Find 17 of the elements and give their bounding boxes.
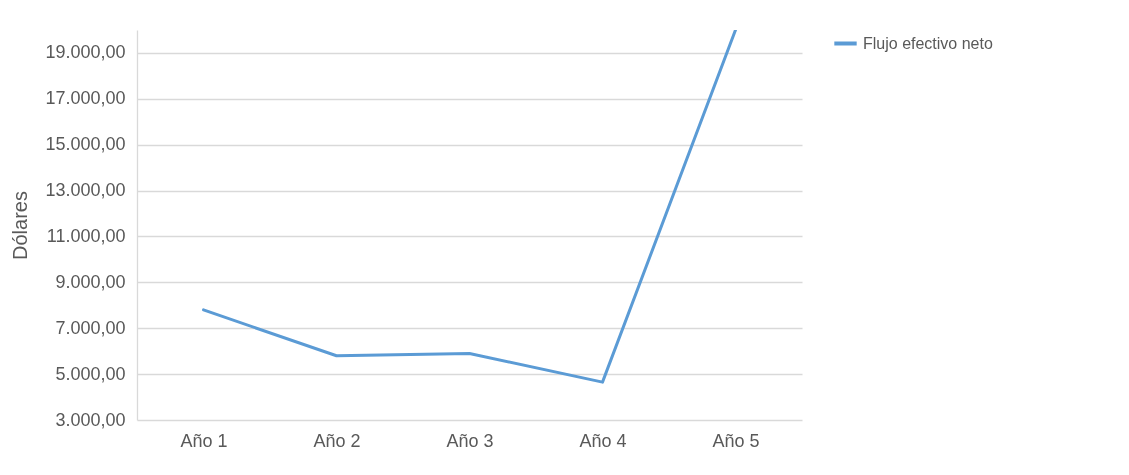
- y-tick-label: 13.000,00: [45, 180, 126, 201]
- y-axis-title: Dólares: [9, 191, 32, 260]
- x-tick-label: Año 3: [446, 430, 494, 451]
- x-tick-label: Año 5: [712, 430, 760, 451]
- y-tick-label: 7.000,00: [55, 317, 126, 338]
- y-tick-label: 3.000,00: [55, 409, 126, 430]
- x-tick-label: Año 2: [313, 430, 361, 451]
- y-tick-label: 19.000,00: [45, 42, 126, 63]
- x-tick-label: Año 1: [180, 430, 228, 451]
- legend-label: Flujo efectivo neto: [863, 34, 993, 52]
- y-tick-label: 11.000,00: [46, 225, 126, 246]
- y-tick-label: 5.000,00: [55, 363, 126, 384]
- x-tick-label: Año 4: [579, 430, 627, 451]
- y-tick-label: 17.000,00: [45, 88, 126, 109]
- y-tick-label: 15.000,00: [45, 134, 126, 155]
- line-series: [202, 30, 737, 384]
- y-tick-label: 9.000,00: [55, 271, 126, 292]
